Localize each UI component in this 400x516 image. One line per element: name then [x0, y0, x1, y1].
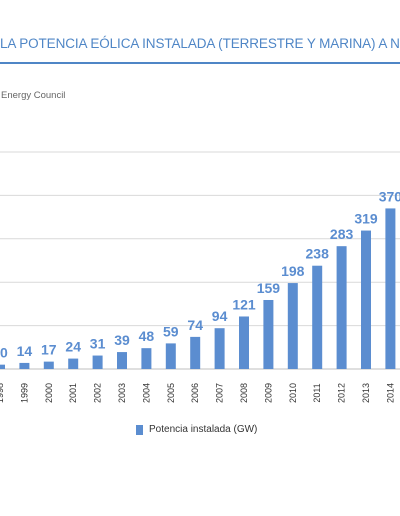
- bar-2009: [263, 299, 274, 369]
- x-tick-label-2009: 2009: [263, 383, 273, 403]
- x-tick-label-2003: 2003: [117, 383, 127, 403]
- data-label-2008: 121: [232, 296, 256, 312]
- chart-legend: Potencia instalada (GW): [136, 424, 257, 435]
- bar-2005: [165, 343, 176, 369]
- title-divider: [0, 62, 400, 64]
- data-label-2011: 238: [306, 246, 330, 262]
- legend-label: Potencia instalada (GW): [149, 424, 258, 435]
- data-label-2000: 17: [41, 342, 57, 358]
- data-label-1999: 14: [17, 343, 33, 359]
- legend-swatch: [136, 424, 143, 435]
- x-tick-label-2011: 2011: [312, 383, 322, 402]
- x-tick-label-2002: 2002: [93, 383, 103, 403]
- bar-2012: [336, 246, 347, 369]
- data-label-2001: 24: [65, 339, 81, 355]
- bar-2003: [117, 352, 127, 369]
- data-label-2010: 198: [281, 263, 305, 279]
- bar-2007: [214, 328, 225, 369]
- x-tick-label-2004: 2004: [141, 383, 151, 403]
- bar-2004: [141, 348, 152, 369]
- data-label-2007: 94: [212, 308, 228, 324]
- bar-2011: [312, 265, 323, 369]
- x-tick-label-2010: 2010: [288, 383, 298, 403]
- x-tick-label-2007: 2007: [215, 383, 225, 403]
- bar-2010: [287, 283, 298, 369]
- bar-2008: [239, 316, 249, 369]
- x-tick-label-1998: 1998: [0, 383, 5, 403]
- data-label-2013: 319: [354, 211, 378, 227]
- bar-1998: [0, 364, 5, 369]
- data-label-2002: 31: [90, 336, 106, 352]
- x-tick-label-2008: 2008: [239, 383, 249, 403]
- x-tick-label-2001: 2001: [68, 383, 78, 403]
- x-tick-label-2000: 2000: [44, 383, 54, 403]
- bar-2001: [68, 358, 79, 369]
- x-tick-label-1999: 1999: [19, 383, 29, 403]
- bar-2006: [190, 336, 201, 369]
- data-label-2009: 159: [257, 280, 281, 296]
- bar-2002: [92, 355, 103, 369]
- data-label-2014: 370: [379, 188, 400, 204]
- data-label-2004: 48: [139, 328, 155, 344]
- data-label-2003: 39: [114, 332, 130, 348]
- data-label-2006: 74: [187, 317, 203, 333]
- x-tick-label-2013: 2013: [361, 383, 371, 403]
- chart-source: Energy Council: [1, 90, 66, 101]
- x-tick-label-2012: 2012: [337, 383, 347, 403]
- x-tick-label-2014: 2014: [385, 383, 395, 403]
- bar-2014: [385, 208, 396, 369]
- x-tick-label-2005: 2005: [166, 383, 176, 403]
- bar-1999: [19, 362, 30, 369]
- chart-title: LA POTENCIA EÓLICA INSTALADA (TERRESTRE …: [0, 36, 400, 51]
- data-label-2012: 283: [330, 226, 354, 242]
- data-label-2005: 59: [163, 323, 179, 339]
- bar-2000: [43, 361, 54, 369]
- x-tick-label-2006: 2006: [190, 383, 200, 403]
- data-label-1998: 10: [0, 345, 8, 361]
- bar-2013: [361, 230, 371, 369]
